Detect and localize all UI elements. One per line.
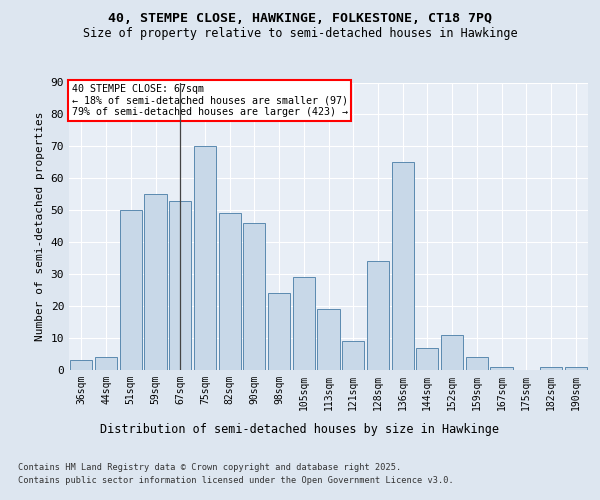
Bar bbox=[441, 335, 463, 370]
Text: Size of property relative to semi-detached houses in Hawkinge: Size of property relative to semi-detach… bbox=[83, 28, 517, 40]
Text: Contains public sector information licensed under the Open Government Licence v3: Contains public sector information licen… bbox=[18, 476, 454, 485]
Y-axis label: Number of semi-detached properties: Number of semi-detached properties bbox=[35, 112, 45, 341]
Text: Distribution of semi-detached houses by size in Hawkinge: Distribution of semi-detached houses by … bbox=[101, 422, 499, 436]
Bar bbox=[268, 294, 290, 370]
Bar bbox=[119, 210, 142, 370]
Bar bbox=[466, 357, 488, 370]
Text: 40, STEMPE CLOSE, HAWKINGE, FOLKESTONE, CT18 7PQ: 40, STEMPE CLOSE, HAWKINGE, FOLKESTONE, … bbox=[108, 12, 492, 26]
Bar bbox=[243, 223, 265, 370]
Bar bbox=[317, 310, 340, 370]
Bar bbox=[95, 357, 117, 370]
Bar bbox=[70, 360, 92, 370]
Bar bbox=[367, 262, 389, 370]
Bar bbox=[342, 341, 364, 370]
Text: 40 STEMPE CLOSE: 67sqm
← 18% of semi-detached houses are smaller (97)
79% of sem: 40 STEMPE CLOSE: 67sqm ← 18% of semi-det… bbox=[71, 84, 347, 117]
Bar bbox=[194, 146, 216, 370]
Bar bbox=[490, 367, 512, 370]
Bar bbox=[293, 278, 315, 370]
Text: Contains HM Land Registry data © Crown copyright and database right 2025.: Contains HM Land Registry data © Crown c… bbox=[18, 462, 401, 471]
Bar bbox=[169, 200, 191, 370]
Bar bbox=[218, 214, 241, 370]
Bar bbox=[145, 194, 167, 370]
Bar bbox=[416, 348, 439, 370]
Bar bbox=[392, 162, 414, 370]
Bar bbox=[565, 367, 587, 370]
Bar bbox=[540, 367, 562, 370]
